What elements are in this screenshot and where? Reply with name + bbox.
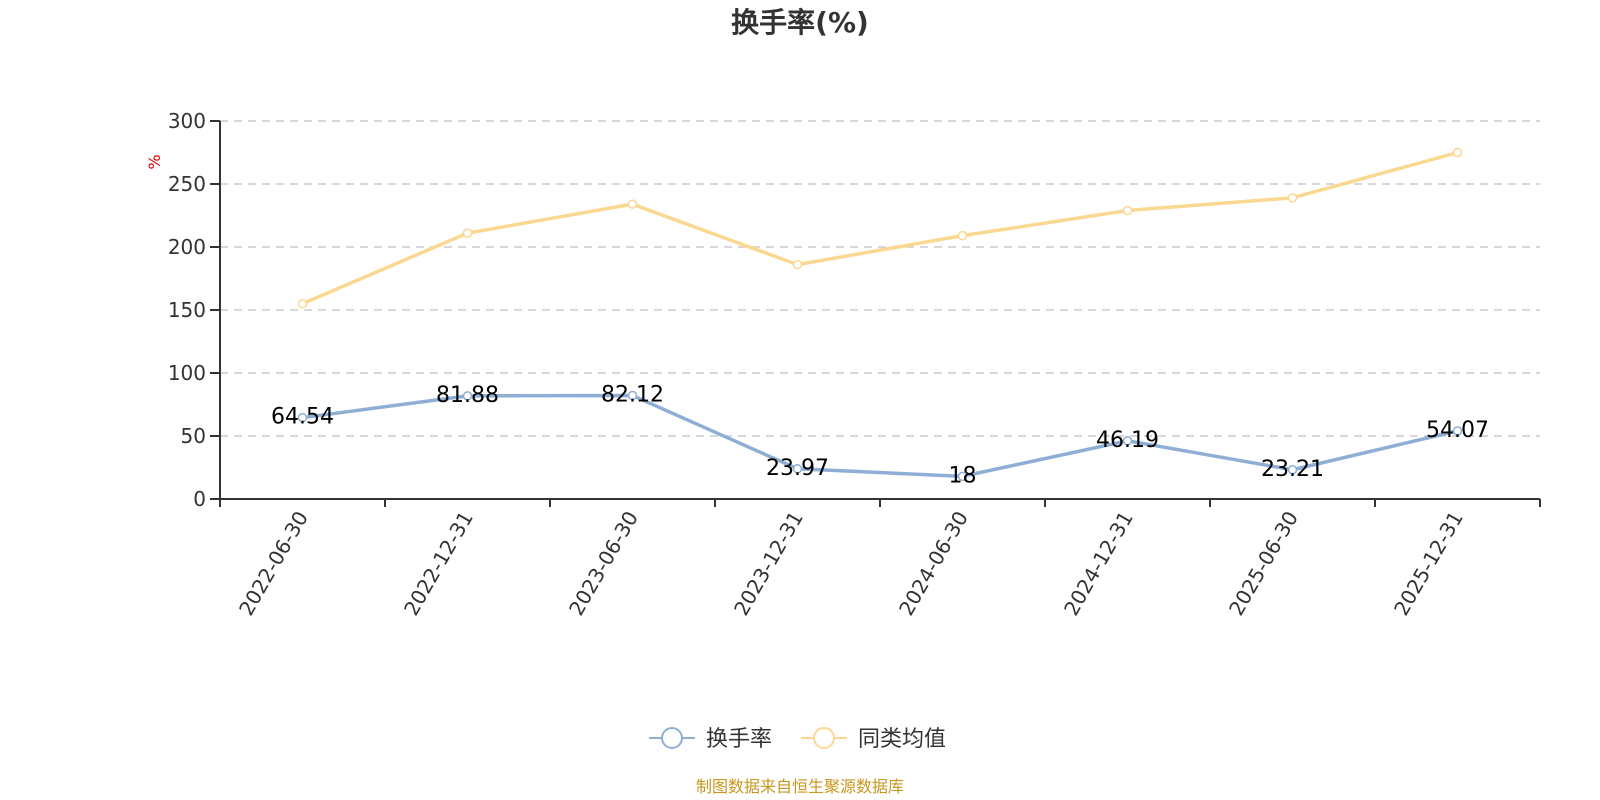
data-label: 82.12: [601, 383, 664, 408]
x-tick-label: 2024-06-30: [894, 507, 973, 620]
x-tick-label: 2022-12-31: [399, 507, 478, 620]
source-note: 制图数据来自恒生聚源数据库: [696, 777, 904, 796]
data-point: [1287, 465, 1298, 475]
data-label: 64.54: [271, 405, 334, 430]
y-tick-label: 300: [168, 109, 206, 133]
x-tick-label: 2022-06-30: [234, 507, 313, 620]
data-point: [1122, 436, 1133, 446]
data-point: [297, 298, 308, 309]
data-point: [462, 228, 473, 238]
y-tick-label: 100: [168, 361, 206, 385]
legend-marker: [661, 727, 683, 749]
data-point: [1452, 426, 1463, 436]
x-tick-label: 2024-12-31: [1059, 507, 1138, 620]
y-tick-label: 200: [168, 235, 206, 259]
legend-marker: [813, 727, 835, 749]
legend-label: 换手率: [706, 727, 772, 752]
y-tick-label: 150: [168, 298, 206, 322]
legend-item-1: 同类均值: [801, 727, 946, 752]
data-label: 54.07: [1426, 418, 1489, 443]
data-point: [627, 390, 638, 401]
series-line-1: [301, 150, 1458, 306]
data-point: [957, 471, 968, 482]
data-point: [957, 230, 968, 241]
x-tick-label: 2023-06-30: [564, 507, 643, 620]
data-point: [627, 199, 638, 209]
data-label: 81.88: [436, 383, 499, 408]
data-label: 23.21: [1261, 457, 1324, 482]
data-label: 23.97: [766, 456, 829, 481]
data-point: [462, 391, 473, 401]
data-label: 46.19: [1096, 428, 1159, 453]
data-point: [1287, 193, 1298, 203]
y-axis-unit-label: %: [145, 154, 164, 169]
data-point: [1122, 205, 1133, 216]
data-point: [792, 464, 803, 474]
series-line-0: [302, 393, 1458, 479]
data-point: [297, 412, 308, 423]
data-point: [1452, 147, 1463, 158]
y-tick-label: 0: [193, 487, 206, 511]
y-tick-label: 50: [181, 424, 206, 448]
data-label: 18: [949, 463, 977, 488]
legend-item-0: 换手率: [649, 727, 772, 752]
data-labels: 64.54 81.88 82.12 23.97 18 46.19 23.21 54.07: [271, 383, 1489, 489]
x-tick-label: 2025-12-31: [1389, 507, 1468, 620]
y-tick-label: 250: [168, 172, 206, 196]
legend: 换手率 同类均值: [649, 727, 946, 752]
x-tick-label: 2025-06-30: [1224, 507, 1303, 620]
x-tick-label: 2023-12-31: [729, 507, 808, 620]
grid-lines: [220, 120, 1540, 437]
legend-label: 同类均值: [858, 727, 946, 752]
chart-title: 换手率(%): [731, 6, 869, 39]
data-point: [792, 259, 803, 270]
series-lines: [297, 147, 1463, 482]
